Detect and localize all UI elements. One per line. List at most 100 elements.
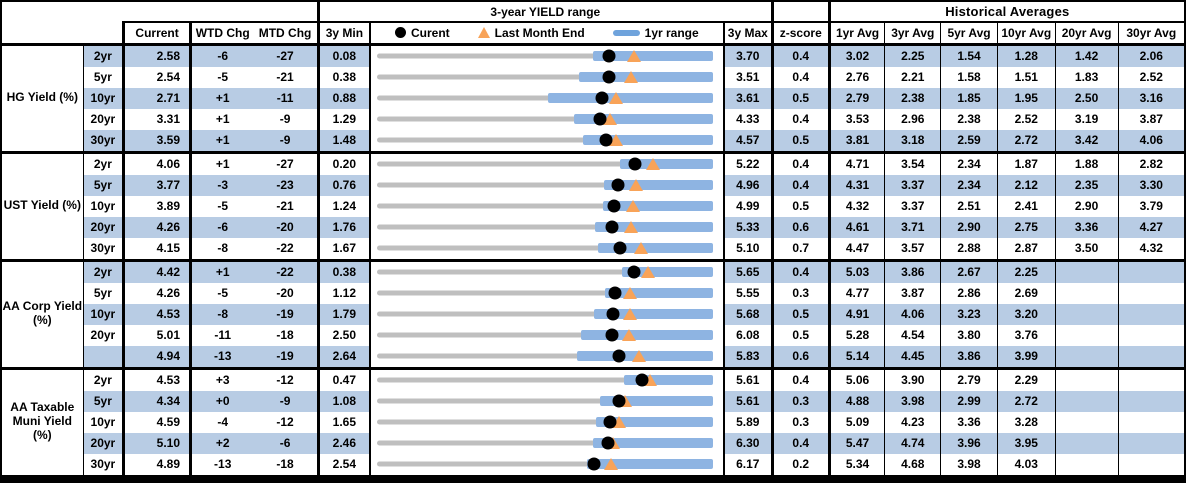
range-bar-1yr [578,72,713,82]
cell-avg-5yr-avg: 3.80 [940,324,998,346]
cell-3y-max: 5.83 [723,345,774,370]
range-bar-1yr [592,438,713,448]
cell-avg-5yr-avg: 3.23 [940,303,998,325]
cell-wtd-chg: +1 [215,157,230,171]
cell-3y-max: 4.99 [723,195,774,217]
cell-mtd-chg: -20 [253,216,320,238]
cell-3y-min: 0.08 [318,44,371,67]
cell-mtd-chg: -22 [253,237,320,262]
cell-avg-30yr-avg [1118,325,1184,346]
cell-avg-30yr-avg: 3.79 [1139,199,1163,213]
cell-3y-max: 6.08 [723,324,774,346]
last-month-end-triangle-icon [626,200,641,212]
cell-avg-10yr-avg: 3.76 [997,324,1056,346]
cell-avg-10yr-avg: 2.52 [997,108,1056,130]
cell-3y-max: 5.65 [723,260,774,283]
cell-avg-20yr-avg [1055,390,1119,412]
cell-avg-5yr-avg: 2.51 [940,195,998,217]
cell-current: 3.77 [123,174,193,196]
header-spacer-left [2,2,318,22]
tenor-label: 5yr [83,174,126,196]
legend-last-month-end: Last Month End [477,26,585,40]
tenor-label: 20yr [83,216,126,238]
range-bar-1yr [586,459,713,469]
cell-avg-1yr-avg: 4.47 [829,237,886,262]
current-dot-icon [611,178,625,192]
group-label: UST Yield (%) [2,152,84,262]
cell-mtd-chg: -22 [253,260,320,283]
table-row: AA Corp Yield (%) 2yr 4.42 +1 -22 0.38 5.65 0.4… [2,260,1184,370]
last-month-end-triangle-icon [622,308,637,320]
table-row: 30yr 3.59 +1 -9 1.48 4.57 0.5 3.81 3.18 2.59 2.72 3… [2,129,1184,154]
cell-avg-10yr-avg: 2.12 [997,174,1056,196]
tenor-label: 2yr [83,152,126,175]
cell-avg-10yr-avg: 1.28 [997,44,1056,67]
range-chart-cell [369,303,725,325]
cell-mtd-chg: -6 [253,432,320,454]
cell-avg-10yr-avg: 1.95 [997,87,1056,109]
cell-avg-1yr-avg: 5.34 [829,453,886,478]
cell-avg-10yr-avg: 4.03 [997,453,1056,478]
cell-avg-20yr-avg [1055,411,1119,433]
cell-3y-min: 2.54 [318,453,371,478]
cell-avg-20yr-avg: 2.90 [1055,195,1119,217]
last-month-end-triangle-icon [628,179,643,191]
cell-avg-10yr-avg: 2.72 [997,390,1056,412]
last-month-end-triangle-icon [609,134,624,146]
cell-avg-1yr-avg: 2.76 [829,66,886,88]
last-month-end-triangle-icon [603,458,618,470]
cell-avg-1yr-avg: 4.88 [829,390,886,412]
current-dot-icon [602,49,616,63]
range-track-3y [376,461,713,467]
cell-mtd-chg: -27 [253,152,320,175]
cell-3y-max: 5.22 [723,152,774,175]
cell-avg-30yr-avg [1118,412,1184,433]
range-track-3y [376,311,713,317]
cell-3y-max: 4.57 [723,129,774,154]
range-bar-1yr [593,309,713,319]
current-dot-icon [606,307,620,321]
header-row-columns: Current WTD Chg MTD Chg 3y Min Curent La… [2,21,1184,46]
cell-avg-20yr-avg: 2.35 [1055,174,1119,196]
cell-avg-20yr-avg: 2.50 [1055,87,1119,109]
cell-wtd-chg: -13 [190,453,254,478]
cell-avg-30yr-avg: 3.16 [1118,87,1184,109]
table-row: 5yr 4.34 +0 -9 1.08 5.61 0.3 4.88 3.98 2.99 2.72 [2,390,1184,412]
cell-avg-3yr-avg: 3.98 [884,390,942,412]
cell-current: 3.59 [123,129,193,154]
range-bar-1yr [595,417,713,427]
cell-3y-max: 4.96 [723,174,774,196]
cell-avg-30yr-avg: 4.32 [1118,237,1184,262]
table-row: 30yr 4.15 -8 -22 1.67 5.10 0.7 4.47 3.57 2.88 2.87… [2,237,1184,262]
range-chart-cell [369,174,725,196]
cell-z-score: 0.6 [772,216,831,238]
cell-current: 2.71 [123,87,193,109]
cell-avg-3yr-avg: 3.37 [884,195,942,217]
cell-current: 4.89 [123,453,193,478]
cell-avg-3yr-avg: 3.71 [884,216,942,238]
cell-3y-max: 6.30 [723,432,774,454]
group-label: AA Taxable Muni Yield (%) [2,368,84,478]
last-month-end-triangle-icon [623,221,638,233]
tenor-label: 10yr [83,87,126,109]
table-row: 20yr 5.10 +2 -6 2.46 6.30 0.4 5.47 4.74 3.96 3.95 [2,432,1184,454]
cell-3y-max: 5.55 [723,282,774,304]
cell-avg-5yr-avg: 2.99 [940,390,998,412]
cell-3y-max: 5.68 [723,303,774,325]
range-dash-icon [612,29,640,36]
cell-avg-20yr-avg [1055,368,1119,391]
tenor-label: 20yr [83,432,126,454]
cell-avg-5yr-avg: 1.54 [940,44,998,67]
cell-wtd-chg: +0 [190,390,254,412]
cell-z-score: 0.4 [772,44,831,67]
range-chart [376,346,713,366]
cell-current: 4.94 [123,345,193,370]
tenor-label [83,345,126,370]
range-bar-1yr [602,201,713,211]
cell-avg-30yr-avg: 4.06 [1118,129,1184,154]
table-row: HG Yield (%) 2yr 2.58 -6 -27 0.08 3.70 0.4 3.02 2… [2,44,1184,154]
tenor-label: 2yr [83,368,126,391]
cell-z-score: 0.5 [772,87,831,109]
table-row: UST Yield (%) 2yr 4.06 +1 -27 0.20 5.22 0.4 4.71… [2,152,1184,262]
